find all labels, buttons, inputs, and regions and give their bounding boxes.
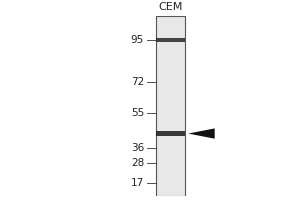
Bar bbox=[156, 38, 185, 42]
Text: 55: 55 bbox=[131, 108, 144, 118]
Bar bbox=[156, 16, 185, 196]
Text: 72: 72 bbox=[131, 77, 144, 87]
Bar bbox=[156, 131, 185, 136]
Text: 36: 36 bbox=[131, 143, 144, 153]
Text: CEM: CEM bbox=[158, 2, 183, 12]
Polygon shape bbox=[188, 128, 215, 139]
Text: 17: 17 bbox=[131, 178, 144, 188]
Text: 95: 95 bbox=[131, 35, 144, 45]
Text: 28: 28 bbox=[131, 158, 144, 168]
